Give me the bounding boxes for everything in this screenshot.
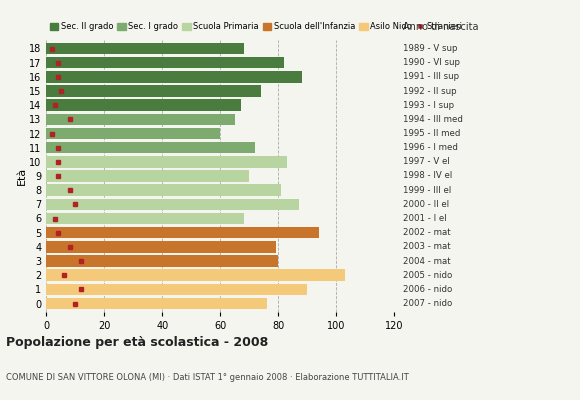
Legend: Sec. II grado, Sec. I grado, Scuola Primaria, Scuola dell'Infanzia, Asilo Nido, : Sec. II grado, Sec. I grado, Scuola Prim… [46,19,466,34]
Bar [46,198,299,210]
Text: 1989 - V sup: 1989 - V sup [403,44,458,53]
Bar [46,114,235,125]
Text: 1998 - IV el: 1998 - IV el [403,172,452,180]
Bar [46,184,281,196]
Bar [46,43,244,54]
Text: 2006 - nido: 2006 - nido [403,285,452,294]
Text: 1991 - III sup: 1991 - III sup [403,72,459,81]
Bar [46,128,220,139]
Bar [46,85,261,97]
Text: 2007 - nido: 2007 - nido [403,299,452,308]
Bar [46,57,284,68]
Text: 1994 - III med: 1994 - III med [403,115,463,124]
Text: COMUNE DI SAN VITTORE OLONA (MI) · Dati ISTAT 1° gennaio 2008 · Elaborazione TUT: COMUNE DI SAN VITTORE OLONA (MI) · Dati … [6,373,408,382]
Bar [46,284,307,295]
Bar [46,213,244,224]
Text: 1995 - II med: 1995 - II med [403,129,461,138]
Text: 2003 - mat: 2003 - mat [403,242,451,251]
Text: 2005 - nido: 2005 - nido [403,271,452,280]
Text: 1992 - II sup: 1992 - II sup [403,86,456,96]
Text: 1996 - I med: 1996 - I med [403,143,458,152]
Bar [46,241,275,253]
Bar [46,227,319,238]
Text: Popolazione per età scolastica - 2008: Popolazione per età scolastica - 2008 [6,336,268,349]
Text: 2001 - I el: 2001 - I el [403,214,447,223]
Text: 1990 - VI sup: 1990 - VI sup [403,58,460,67]
Text: 2002 - mat: 2002 - mat [403,228,451,237]
Bar [46,71,302,83]
Text: 1999 - III el: 1999 - III el [403,186,451,195]
Bar [46,255,278,267]
Text: 1993 - I sup: 1993 - I sup [403,101,454,110]
Text: 2004 - mat: 2004 - mat [403,256,451,266]
Bar [46,269,345,281]
Bar [46,156,287,168]
Bar [46,99,241,111]
Text: Anno di nascita: Anno di nascita [403,22,478,32]
Bar [46,170,249,182]
Text: 2000 - II el: 2000 - II el [403,200,450,209]
Bar [46,298,267,309]
Text: 1997 - V el: 1997 - V el [403,157,450,166]
Y-axis label: Età: Età [16,167,26,185]
Bar [46,142,255,154]
